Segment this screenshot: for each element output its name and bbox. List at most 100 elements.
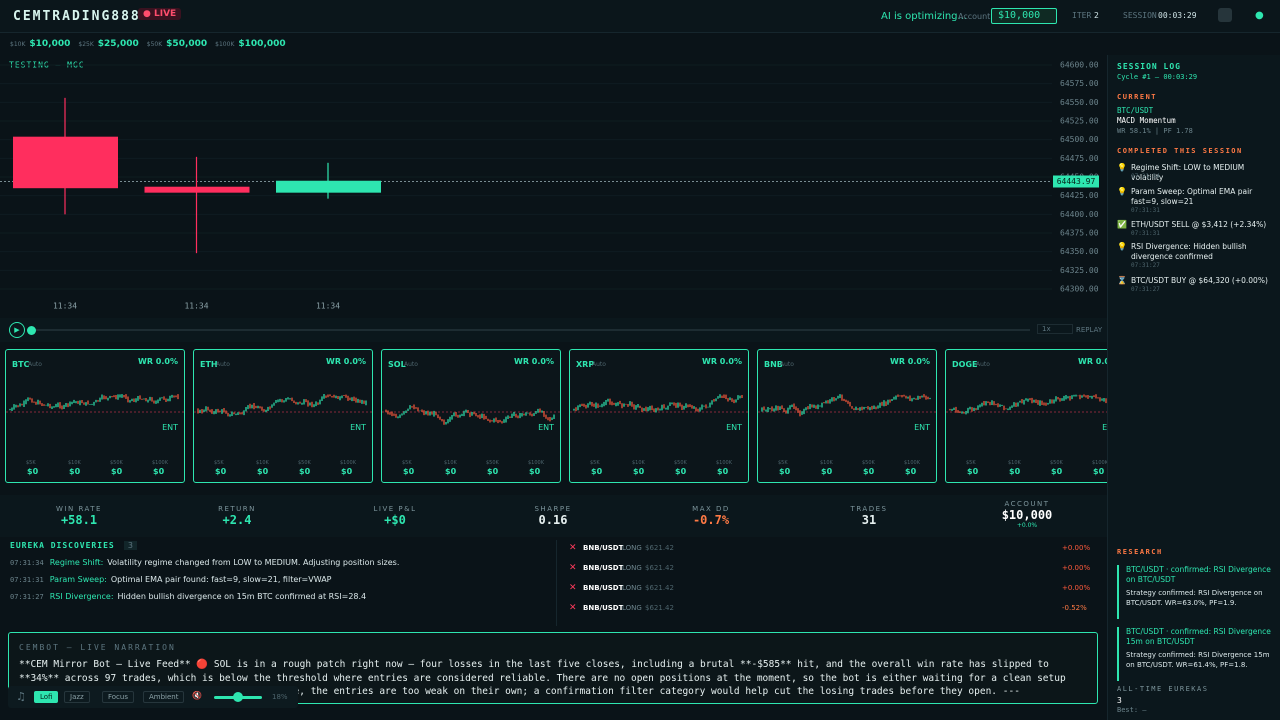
trade-price: $621.42 xyxy=(645,544,674,552)
y-tick-label: 64500.00 xyxy=(1060,135,1099,144)
alltime-label: ALL-TIME EUREKAS xyxy=(1117,685,1209,693)
replay-bar: ▶ 1x REPLAY xyxy=(0,318,1107,342)
stat-value: $0 xyxy=(111,467,123,476)
preset[interactable]: $50K $50,000 xyxy=(147,38,207,49)
card-symbol: BTC xyxy=(12,360,30,369)
stat-value: $0 xyxy=(445,467,457,476)
stat-value: $0 xyxy=(529,467,541,476)
stat-value: $0 xyxy=(69,467,81,476)
trade-pair: BNB/USDT xyxy=(583,584,624,592)
card-symbol: DOGE xyxy=(952,360,978,369)
play-button[interactable]: ▶ xyxy=(9,322,25,338)
y-tick-label: 64300.00 xyxy=(1060,285,1099,294)
log-title: SESSION LOG xyxy=(1117,62,1181,71)
sparkline-area xyxy=(6,394,184,413)
trade-side: LONG xyxy=(622,584,642,592)
preset[interactable]: $10K $10,000 xyxy=(10,38,70,49)
current-stats: WR 58.1% | PF 1.78 xyxy=(1117,127,1193,135)
trade-price: $621.42 xyxy=(645,604,674,612)
account-select[interactable]: $10,000 xyxy=(991,8,1057,24)
y-tick-label: 64400.00 xyxy=(1060,210,1099,219)
asset-card[interactable]: BTC Auto WR 0.0% ENT $5K $0 $10K $0 $50K $0 $100K $… xyxy=(5,349,185,483)
completed-icon: ⌛ xyxy=(1117,276,1127,285)
stat-label: $10K xyxy=(68,460,81,466)
card-wr: WR 0.0% xyxy=(1078,357,1107,366)
stat-label: $100K xyxy=(1092,460,1107,466)
stat-value: $0 xyxy=(675,467,687,476)
stat-value: $0 xyxy=(487,467,499,476)
card-symbol: SOL xyxy=(388,360,406,369)
preset-value: $25,000 xyxy=(97,39,139,49)
completed-text: Regime Shift: LOW to MEDIUM volatility xyxy=(1131,163,1245,182)
metric: WIN RATE +58.1 xyxy=(0,505,158,527)
replay-handle[interactable] xyxy=(27,326,36,335)
completed-text: Param Sweep: Optimal EMA pair fast=9, sl… xyxy=(1131,187,1253,206)
audio-mode[interactable]: Focus xyxy=(102,691,134,703)
card-wr: WR 0.0% xyxy=(326,357,366,366)
preset-small: $50K xyxy=(146,41,163,48)
volume-label: 18% xyxy=(272,693,288,701)
sparkline-area xyxy=(946,394,1107,415)
trade-price: $621.42 xyxy=(645,564,674,572)
avatar[interactable] xyxy=(1218,8,1232,22)
sparkline-area xyxy=(382,404,560,425)
audio-mode[interactable]: Jazz xyxy=(64,691,90,703)
completed-icon: 💡 xyxy=(1117,187,1127,196)
metric: MAX DD -0.7% xyxy=(632,505,790,527)
mute-icon[interactable]: 🔇 xyxy=(192,691,202,700)
music-icon: ♫ xyxy=(16,690,26,703)
audio-mode[interactable]: Lofi xyxy=(34,691,59,703)
completed-text: ETH/USDT SELL @ $3,412 (+2.34%) xyxy=(1131,220,1267,229)
trade-pnl: +0.00% xyxy=(1062,564,1091,572)
trade-price: $621.42 xyxy=(645,584,674,592)
candle-body xyxy=(13,136,118,189)
trade-pnl: +0.00% xyxy=(1062,544,1091,552)
current-strategy: MACD Momentum xyxy=(1117,116,1176,125)
time-label: 11:34 xyxy=(53,302,77,311)
card-tag: ENT xyxy=(726,423,742,432)
research-text: Strategy confirmed: RSI Divergence 15m o… xyxy=(1126,651,1270,669)
sparkline-area xyxy=(570,394,748,413)
price-tag xyxy=(1053,175,1099,188)
asset-card[interactable]: ETH Auto WR 0.0% ENT $5K $0 $10K $0 $50K $0 $100K $… xyxy=(193,349,373,483)
metric-value: 0.16 xyxy=(538,513,568,527)
asset-card[interactable]: XRP Auto WR 0.0% ENT $5K $0 $10K $0 $50K $0 $100K $… xyxy=(569,349,749,483)
trade-icon: ✕ xyxy=(569,563,577,573)
card-tag: ENT xyxy=(350,423,366,432)
discoveries-list: 07:31:34 Regime Shift: Volatility regime c… xyxy=(10,558,399,609)
metric: LIVE P&L +$0 xyxy=(316,505,474,527)
iter-label: ITER xyxy=(1072,11,1092,20)
card-tag: ENT xyxy=(914,423,930,432)
time-label: 11:34 xyxy=(184,302,208,311)
preset[interactable]: $100K $100,000 xyxy=(215,38,285,49)
stat-value: $0 xyxy=(633,467,645,476)
trade-row: ✕ BNB/USDT LONG $621.42 +0.00% xyxy=(557,540,1097,560)
asset-card[interactable]: SOL Auto WR 0.0% ENT $5K $0 $10K $0 $50K $0 $100K $… xyxy=(381,349,561,483)
stat-value: $0 xyxy=(905,467,917,476)
preset-value: $100,000 xyxy=(238,39,286,49)
metric-value: +58.1 xyxy=(60,513,98,527)
discovery-time: 07:31:34 xyxy=(10,559,44,567)
discovery-tag: Regime Shift: xyxy=(49,558,104,567)
research-text: Strategy confirmed: RSI Divergence on BT… xyxy=(1126,589,1263,607)
price-label: 64443.97 xyxy=(1057,177,1096,186)
y-tick-label: 64350.00 xyxy=(1060,247,1099,256)
trade-side: LONG xyxy=(622,564,642,572)
volume-knob[interactable] xyxy=(233,692,243,702)
audio-mode[interactable]: Ambient xyxy=(143,691,185,703)
speed-select[interactable]: 1x xyxy=(1037,324,1073,334)
card-mode: Auto xyxy=(28,361,42,368)
preset[interactable]: $25K $25,000 xyxy=(78,38,138,49)
stat-value: $0 xyxy=(341,467,353,476)
metric-label: ACCOUNT xyxy=(1004,500,1050,508)
card-wr: WR 0.0% xyxy=(890,357,930,366)
stat-value: $0 xyxy=(821,467,833,476)
card-symbol: XRP xyxy=(576,360,595,369)
discoveries-count: 3 xyxy=(123,541,137,550)
asset-card[interactable]: BNB Auto WR 0.0% ENT $5K $0 $10K $0 $50K $0 $100K $… xyxy=(757,349,937,483)
completed-icon: 💡 xyxy=(1117,163,1127,172)
narration-title: CEMBOT — LIVE NARRATION xyxy=(19,643,176,652)
metric-label: SHARPE xyxy=(534,505,572,513)
stat-value: $0 xyxy=(153,467,165,476)
